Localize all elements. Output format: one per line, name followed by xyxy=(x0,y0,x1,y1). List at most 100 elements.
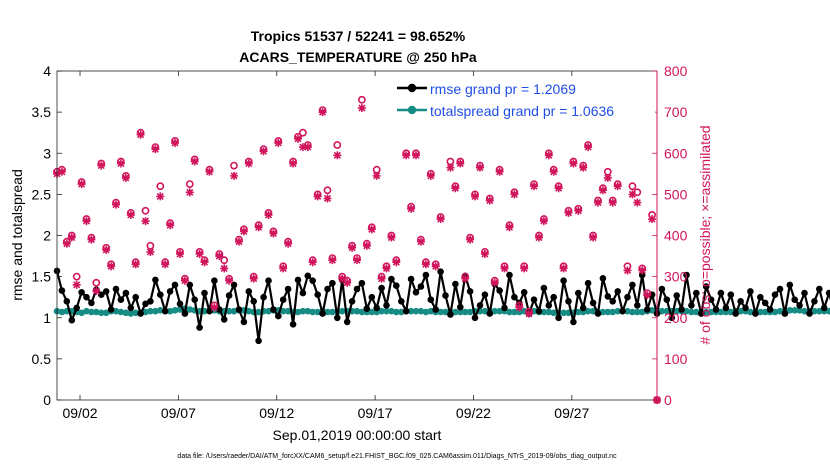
obs-assimilated-point xyxy=(367,225,376,234)
obs-assimilated-point xyxy=(67,233,76,242)
y-left-tick-label: 1.5 xyxy=(32,269,52,285)
obs-assimilated-point xyxy=(559,264,568,273)
rmse-point xyxy=(742,304,749,312)
rmse-point xyxy=(535,307,543,315)
rmse-point xyxy=(668,314,676,322)
rmse-point xyxy=(501,304,508,312)
spread-point xyxy=(225,307,233,315)
rmse-point xyxy=(771,291,779,299)
obs-assimilated-point xyxy=(57,167,66,176)
rmse-point xyxy=(550,293,557,301)
obs-assimilated-point xyxy=(338,274,347,283)
x-tick-label: 09/07 xyxy=(161,405,196,421)
spread-point xyxy=(132,309,139,317)
obs-assimilated-point xyxy=(215,252,224,261)
obs-assimilated-point xyxy=(249,274,258,283)
spread-point xyxy=(127,310,135,317)
rmse-point xyxy=(265,277,272,285)
y-left-tick-label: 1 xyxy=(43,310,51,326)
obs-possible-point xyxy=(298,128,307,137)
spread-point xyxy=(393,308,400,316)
obs-assimilated-point xyxy=(372,171,381,180)
chart-title: Tropics 51537 / 52241 = 98.652% xyxy=(251,28,466,44)
rmse-point xyxy=(702,283,710,290)
x-axis-label: Sep.01,2019 00:00:00 start xyxy=(273,427,442,443)
spread-point xyxy=(550,309,557,317)
y-right-tick-label: 600 xyxy=(664,145,688,161)
obs-assimilated-point xyxy=(333,151,342,160)
rmse-point xyxy=(181,310,189,317)
rmse-point xyxy=(806,310,813,317)
y-left-tick-label: 2.5 xyxy=(32,186,52,202)
spread-point xyxy=(407,307,415,315)
rmse-point xyxy=(594,310,602,317)
rmse-point xyxy=(727,291,735,299)
obs-assimilated-point xyxy=(244,159,253,168)
rmse-point xyxy=(83,293,90,301)
obs-assimilated-point xyxy=(328,256,337,265)
rmse-point xyxy=(157,291,164,299)
obs-assimilated-point xyxy=(471,192,480,201)
rmse-point xyxy=(457,303,464,311)
obs-assimilated-point xyxy=(190,157,199,166)
rmse-point xyxy=(722,304,730,312)
spread-point xyxy=(560,309,567,317)
rmse-point xyxy=(383,302,390,309)
obs-assimilated-point xyxy=(421,260,430,269)
legend: rmse grand pr = 1.2069 totalspread grand… xyxy=(393,78,655,122)
rmse-point xyxy=(329,279,336,287)
rmse-point xyxy=(781,310,789,317)
plot-background xyxy=(57,71,657,400)
y-right-tick-label: 400 xyxy=(664,228,688,244)
spread-point xyxy=(688,308,695,316)
obs-assimilated-point xyxy=(264,210,273,219)
rmse-point xyxy=(88,299,95,307)
y-left-tick-label: 4 xyxy=(43,63,51,79)
rmse-point xyxy=(634,302,641,309)
obs-assimilated-point xyxy=(259,147,268,156)
obs-assimilated-point xyxy=(200,258,209,267)
obs-assimilated-point xyxy=(180,276,189,285)
obs-assimilated-point xyxy=(308,258,317,267)
rmse-point xyxy=(506,271,513,279)
obs-assimilated-point xyxy=(495,167,504,176)
obs-possible-point xyxy=(230,161,238,170)
obs-assimilated-point xyxy=(166,221,175,230)
x-tick-label: 09/22 xyxy=(456,405,491,421)
obs-assimilated-point xyxy=(234,237,243,246)
obs-assimilated-point xyxy=(598,186,607,195)
obs-assimilated-point xyxy=(579,163,588,172)
obs-assimilated-point xyxy=(279,264,288,273)
obs-assimilated-point xyxy=(293,134,302,143)
rmse-point xyxy=(432,306,440,313)
obs-assimilated-point xyxy=(500,264,509,273)
rmse-point xyxy=(757,293,764,301)
obs-assimilated-point xyxy=(313,192,322,201)
rmse-point xyxy=(683,271,690,279)
obs-assimilated-point xyxy=(82,217,91,226)
obs-assimilated-point xyxy=(623,266,632,275)
rmse-point xyxy=(353,285,361,293)
obs-assimilated-point xyxy=(348,243,357,252)
spread-point xyxy=(589,307,597,315)
spread-point xyxy=(747,308,754,316)
obs-assimilated-point xyxy=(490,278,499,287)
rmse-point xyxy=(358,279,366,287)
obs-assimilated-point xyxy=(643,291,652,300)
rmse-point xyxy=(398,298,405,305)
rmse-point xyxy=(811,298,818,305)
obs-assimilated-point xyxy=(446,163,455,172)
rmse-point xyxy=(270,306,277,313)
spread-point xyxy=(284,307,292,315)
legend-rmse-marker xyxy=(407,83,417,93)
obs-assimilated-point xyxy=(648,215,657,224)
obs-assimilated-point xyxy=(116,159,125,168)
obs-assimilated-point xyxy=(303,143,312,152)
obs-assimilated-point xyxy=(156,192,165,201)
rmse-point xyxy=(334,314,341,322)
spread-point xyxy=(147,307,154,315)
y-axis-right-label: # of obs: o=possible; ×=assimilated xyxy=(697,125,713,344)
x-tick-label: 09/12 xyxy=(259,405,294,421)
y-left-tick-label: 3.5 xyxy=(32,104,52,120)
